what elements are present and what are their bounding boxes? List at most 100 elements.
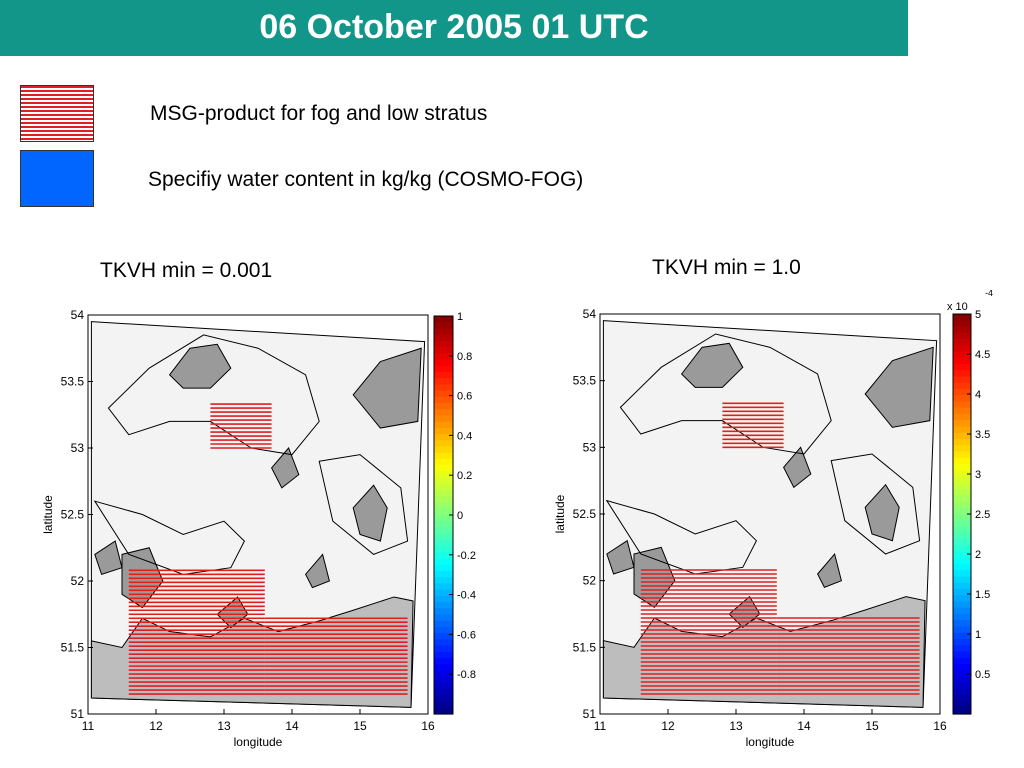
colorbar-cell: [953, 470, 971, 478]
colorbar-cell: [434, 695, 453, 703]
colorbar-cell: [953, 420, 971, 428]
colorbar-cell: [434, 651, 453, 659]
colorbar-cell: [953, 414, 971, 421]
x-tick-label: 12: [149, 719, 163, 733]
colorbar-tick-label: 0.4: [457, 430, 472, 442]
colorbar-cell: [953, 689, 971, 696]
colorbar-cell: [434, 570, 453, 578]
colorbar-cell: [434, 558, 453, 566]
colorbar-cell: [434, 490, 453, 497]
colorbar-cell: [953, 376, 971, 384]
y-tick-label: 53: [583, 440, 597, 454]
colorbar-cell: [953, 582, 971, 590]
contour-patch: [817, 552, 842, 588]
legend-label-cosmo-fog: Specifiy water content in kg/kg (COSMO-F…: [148, 168, 584, 191]
colorbar-tick-label: 0.6: [457, 391, 472, 403]
y-axis-label: latitude: [41, 495, 55, 534]
contour-patch: [271, 447, 300, 489]
contour-line: [107, 334, 320, 456]
colorbar-cell: [434, 539, 453, 547]
y-tick-label: 51.5: [61, 641, 85, 655]
colorbar-cell: [434, 471, 453, 479]
colorbar-cell: [953, 570, 971, 578]
y-tick-label: 52: [583, 574, 597, 588]
colorbar-cell: [953, 651, 971, 659]
colorbar-cell: [953, 695, 971, 703]
x-tick-label: 14: [797, 719, 811, 733]
colorbar-cell: [953, 445, 971, 453]
colorbar-cell: [434, 496, 453, 504]
colorbar-cell: [953, 626, 971, 634]
colorbar-cell: [953, 476, 971, 484]
colorbar-cell: [434, 633, 453, 640]
colorbar-cell: [953, 645, 971, 653]
colorbar-cell: [953, 614, 971, 621]
colorbar-cell: [434, 359, 453, 367]
colorbar-cell: [953, 526, 971, 534]
colorbar-cell: [953, 551, 971, 559]
colorbar-cell: [953, 395, 971, 403]
x-tick-label: 13: [217, 719, 231, 733]
colorbar-cell: [434, 353, 453, 361]
colorbar-cell: [953, 507, 971, 515]
colorbar-cell: [434, 347, 453, 354]
colorbar-cell: [953, 382, 971, 390]
y-tick-label: 54: [583, 307, 597, 321]
colorbar-tick-label: 1: [975, 629, 981, 641]
colorbar-cell: [953, 495, 971, 503]
colorbar-cell: [434, 459, 453, 466]
colorbar-tick-label: 1: [457, 311, 463, 323]
colorbar-cell: [434, 515, 453, 522]
x-tick-label: 15: [353, 719, 367, 733]
colorbar-cell: [953, 664, 971, 671]
colorbar-cell: [953, 514, 971, 521]
colorbar-cell: [953, 351, 971, 359]
colorbar-cell: [953, 357, 971, 365]
chart-title-left: TKVH min = 0.001: [100, 259, 273, 282]
contour-line: [619, 333, 832, 455]
x-tick-label: 11: [594, 719, 607, 733]
colorbar-cell: [434, 682, 453, 690]
colorbar-cell: [953, 657, 971, 665]
contour-patch: [352, 347, 422, 429]
colorbar-cell: [953, 482, 971, 490]
colorbar-cell: [434, 396, 453, 404]
colorbar-tick-label: 1.5: [975, 589, 990, 601]
contour-line: [93, 500, 246, 575]
colorbar-cell: [434, 670, 453, 678]
colorbar-tick-label: 3.5: [975, 429, 990, 441]
colorbar-tick-label: 4.5: [975, 349, 990, 361]
contour-patch: [606, 539, 635, 575]
colorbar-cell: [953, 576, 971, 584]
y-tick-label: 52.5: [61, 508, 85, 522]
colorbar-cell: [434, 583, 453, 591]
y-tick-label: 53.5: [573, 374, 597, 388]
colorbar-cell: [953, 707, 971, 715]
y-tick-label: 51: [583, 707, 597, 721]
colorbar-cell: [434, 676, 453, 684]
colorbar-cell: [434, 620, 453, 628]
contour-patch: [864, 483, 900, 542]
page-title: 06 October 2005 01 UTC: [259, 8, 649, 46]
chart-title-right: TKVH min = 1.0: [652, 256, 801, 279]
x-tick-label: 15: [865, 719, 879, 733]
colorbar-cell: [434, 502, 453, 510]
colorbar-cell: [953, 601, 971, 609]
colorbar-cell: [953, 364, 971, 371]
colorbar-cell: [953, 670, 971, 678]
colorbar-cell: [953, 539, 971, 546]
colorbar-cell: [953, 639, 971, 646]
x-tick-label: 12: [661, 719, 675, 733]
colorbar-cell: [434, 483, 453, 491]
colorbar-cell: [434, 316, 453, 323]
x-tick-label: 16: [421, 719, 435, 733]
contour-patch: [352, 484, 388, 542]
colorbar-cell: [953, 520, 971, 528]
colorbar-cell: [434, 409, 453, 417]
colorbar-cell: [434, 434, 453, 441]
x-axis-label: longitude: [746, 735, 795, 749]
colorbar-cell: [953, 320, 971, 328]
y-tick-label: 53.5: [61, 375, 85, 389]
colorbar-cell: [953, 557, 971, 565]
x-tick-label: 16: [933, 719, 947, 733]
